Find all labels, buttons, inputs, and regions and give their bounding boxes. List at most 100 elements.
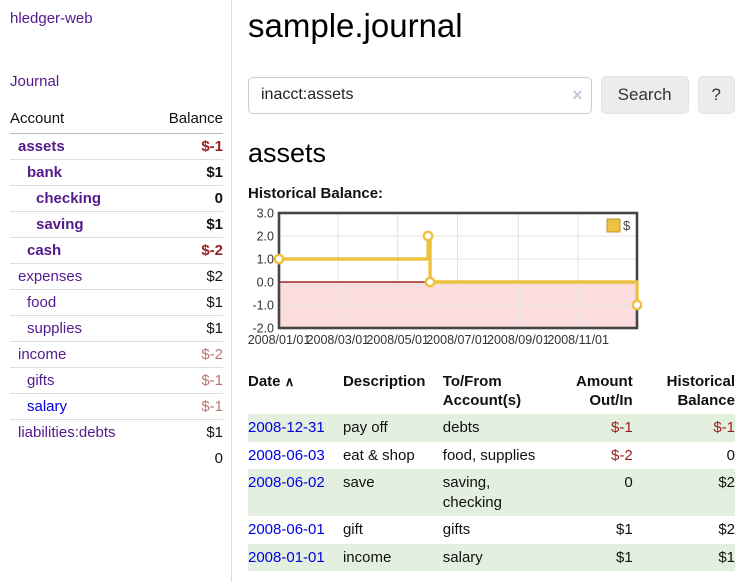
account-row: income $-2: [10, 341, 223, 368]
account-row: cash $-2: [10, 237, 223, 264]
account-link[interactable]: supplies: [27, 320, 83, 337]
transaction-accounts: salary: [442, 548, 483, 566]
search-help-button[interactable]: ?: [697, 76, 735, 114]
account-balance: $-1: [150, 393, 223, 420]
transaction-accounts: debts: [442, 419, 480, 437]
transaction-date-link[interactable]: 2008-06-03: [248, 446, 325, 464]
account-link[interactable]: checking: [36, 190, 102, 207]
account-balance: 0: [150, 185, 223, 212]
register-header-description: Description: [342, 373, 426, 390]
svg-text:$: $: [623, 218, 631, 233]
svg-text:2.0: 2.0: [257, 230, 274, 244]
accounts-total-spacer: [10, 445, 151, 472]
account-balance: $1: [150, 315, 223, 342]
accounts-header-account: Account: [10, 106, 151, 134]
transaction-date: 2008-06-01: [248, 516, 343, 544]
transaction-amount: $1: [616, 521, 633, 539]
transaction-row[interactable]: 2008-12-31 pay off debts $-1 $-1: [248, 414, 735, 442]
transaction-balance: $-1: [713, 419, 735, 437]
transaction-row[interactable]: 2008-06-01 gift gifts $1 $2: [248, 516, 735, 544]
transaction-amount: $1: [616, 548, 633, 566]
transaction-description: pay off: [342, 419, 388, 437]
transaction-description: save: [342, 474, 375, 492]
account-link[interactable]: expenses: [18, 268, 83, 285]
sidebar: hledger-web Journal Account Balance asse…: [0, 0, 232, 582]
account-link[interactable]: gifts: [27, 372, 55, 389]
account-row: food $1: [10, 289, 223, 316]
register-header-row: Date ∧ Description To/From Account(s) Am…: [248, 368, 735, 414]
transaction-amount: $-1: [611, 419, 633, 437]
svg-text:2008/05/01: 2008/05/01: [366, 333, 429, 347]
transaction-balance: $2: [718, 521, 735, 539]
clear-search-icon[interactable]: ×: [572, 84, 583, 105]
svg-text:-2.0: -2.0: [252, 322, 274, 336]
account-balance: $1: [150, 289, 223, 316]
account-balance: $1: [150, 419, 223, 445]
transaction-date-link[interactable]: 2008-12-31: [248, 419, 325, 437]
transaction-date-link[interactable]: 2008-01-01: [248, 548, 325, 566]
accounts-table: Account Balance assets $-1 bank $1 checking 0…: [10, 106, 223, 472]
transaction-description: income: [342, 548, 392, 566]
account-link[interactable]: food: [27, 294, 57, 311]
search-input[interactable]: [248, 76, 592, 114]
register-header-accounts: To/From Account(s): [442, 373, 522, 410]
transaction-balance: $2: [718, 474, 735, 492]
transaction-description: gift: [342, 521, 363, 539]
main-content: sample.journal × Search ? assets Histori…: [232, 0, 742, 582]
transaction-accounts: gifts: [442, 521, 471, 539]
account-link[interactable]: bank: [27, 164, 63, 181]
svg-text:1.0: 1.0: [257, 253, 274, 267]
transaction-row[interactable]: 2008-01-01 income salary $1 $1: [248, 543, 735, 572]
transaction-date: 2008-12-31: [248, 414, 343, 442]
account-row: saving $1: [10, 211, 223, 238]
account-balance: $1: [150, 159, 223, 186]
svg-text:0.0: 0.0: [257, 276, 274, 290]
svg-text:2008/03/01: 2008/03/01: [307, 333, 370, 347]
account-link[interactable]: income: [18, 346, 67, 363]
transaction-accounts: food, supplies: [442, 446, 536, 464]
transaction-date: 2008-06-02: [248, 469, 343, 516]
transaction-row[interactable]: 2008-06-02 save saving, checking 0 $2: [248, 469, 735, 517]
account-row: checking 0: [10, 185, 223, 212]
transaction-balance: 0: [726, 446, 735, 464]
search-form: × Search ?: [248, 76, 735, 114]
account-row: expenses $2: [10, 263, 223, 290]
register-table: Date ∧ Description To/From Account(s) Am…: [248, 368, 735, 572]
svg-text:3.0: 3.0: [257, 208, 274, 221]
account-row: salary $-1: [10, 393, 223, 420]
transaction-accounts: saving, checking: [442, 474, 502, 511]
svg-text:2008/09/01: 2008/09/01: [487, 333, 550, 347]
account-row: liabilities:debts $1: [10, 419, 223, 445]
account-link[interactable]: liabilities:debts: [18, 424, 116, 441]
account-balance: $-2: [150, 341, 223, 368]
accounts-header-balance: Balance: [150, 106, 223, 134]
register-header-balance: Historical Balance: [666, 373, 735, 410]
transaction-row[interactable]: 2008-06-03 eat & shop food, supplies $-2 0: [248, 442, 735, 470]
accounts-total-value: 0: [214, 450, 223, 467]
svg-text:-1.0: -1.0: [252, 299, 274, 313]
transaction-date-link[interactable]: 2008-06-01: [248, 521, 325, 539]
account-row: supplies $1: [10, 315, 223, 342]
transaction-date: 2008-01-01: [248, 544, 343, 572]
account-row: bank $1: [10, 159, 223, 186]
app-brand-link[interactable]: hledger-web: [10, 10, 93, 27]
account-balance: $-1: [150, 367, 223, 394]
account-row: gifts $-1: [10, 367, 223, 394]
register-header-amount: Amount Out/In: [576, 373, 633, 410]
accounts-total-row: 0: [10, 445, 223, 472]
account-link[interactable]: cash: [27, 242, 62, 259]
register-header-date[interactable]: Date ∧: [248, 373, 295, 390]
sidebar-item-journal[interactable]: Journal: [10, 73, 60, 90]
account-link[interactable]: assets: [18, 138, 65, 155]
chart-title: Historical Balance:: [248, 185, 384, 202]
svg-text:2008/07/01: 2008/07/01: [426, 333, 489, 347]
account-link[interactable]: salary: [27, 398, 68, 415]
transaction-date-link[interactable]: 2008-06-02: [248, 474, 325, 492]
account-link[interactable]: saving: [36, 216, 84, 233]
account-row: assets $-1: [10, 134, 223, 160]
account-balance: $1: [150, 211, 223, 238]
svg-text:2008/01/01: 2008/01/01: [248, 333, 310, 347]
account-balance: $2: [150, 263, 223, 290]
svg-text:2008/11/01: 2008/11/01: [547, 333, 609, 347]
search-button[interactable]: Search: [600, 76, 689, 114]
